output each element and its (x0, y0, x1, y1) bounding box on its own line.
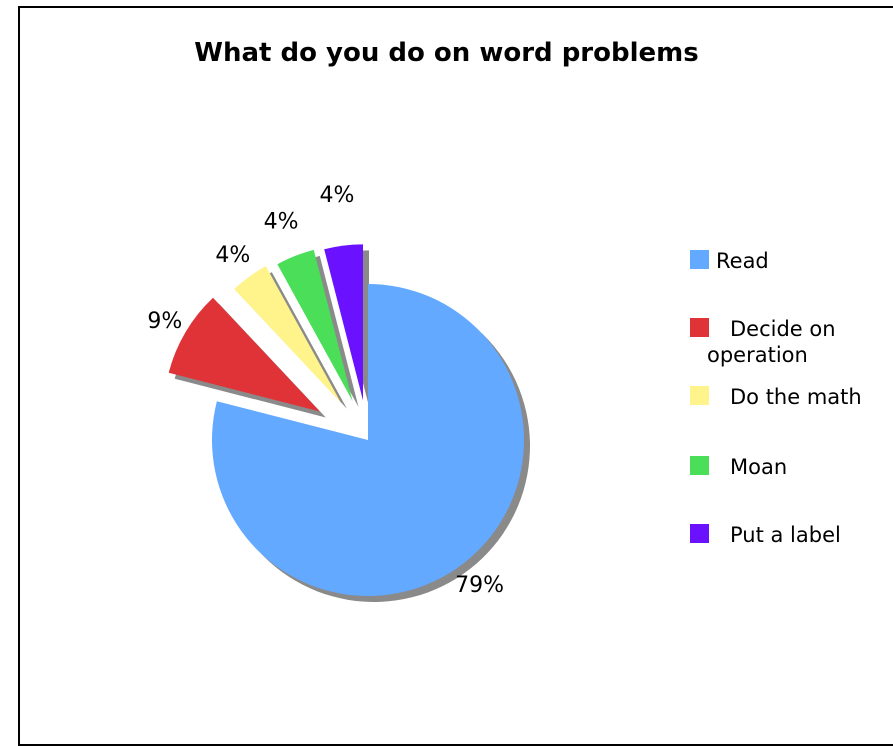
slice-put-a-label (324, 244, 363, 401)
legend-swatch-label (690, 524, 709, 543)
legend-label-math: Do the math (730, 385, 862, 409)
legend-label-put-a-label: Put a label (730, 523, 841, 547)
pie-chart: 79% 9% 4% 4% 4% (147, 183, 530, 602)
slice-read (212, 284, 525, 596)
data-label-decide-on-operation: 9% (147, 309, 182, 334)
legend-swatch-read (690, 250, 709, 269)
chart-title: What do you do on word problems (194, 38, 699, 68)
slice-do-the-math (234, 266, 341, 403)
legend-swatch-math (690, 386, 709, 405)
data-label-put-a-label: 4% (319, 183, 354, 208)
data-label-moan: 4% (264, 210, 299, 235)
legend-swatch-moan (690, 456, 709, 475)
slice-moan (277, 249, 353, 401)
legend-label-decide-line1: Decide on (730, 317, 836, 341)
legend-swatch-decide (690, 318, 709, 337)
legend-label-decide-line2: operation (707, 343, 808, 367)
legend-label-read: Read (716, 249, 769, 273)
data-label-do-the-math: 4% (215, 243, 250, 268)
slice-decide-on-operation (168, 297, 320, 412)
data-label-read: 79% (455, 573, 504, 598)
legend-label-moan: Moan (730, 455, 788, 479)
